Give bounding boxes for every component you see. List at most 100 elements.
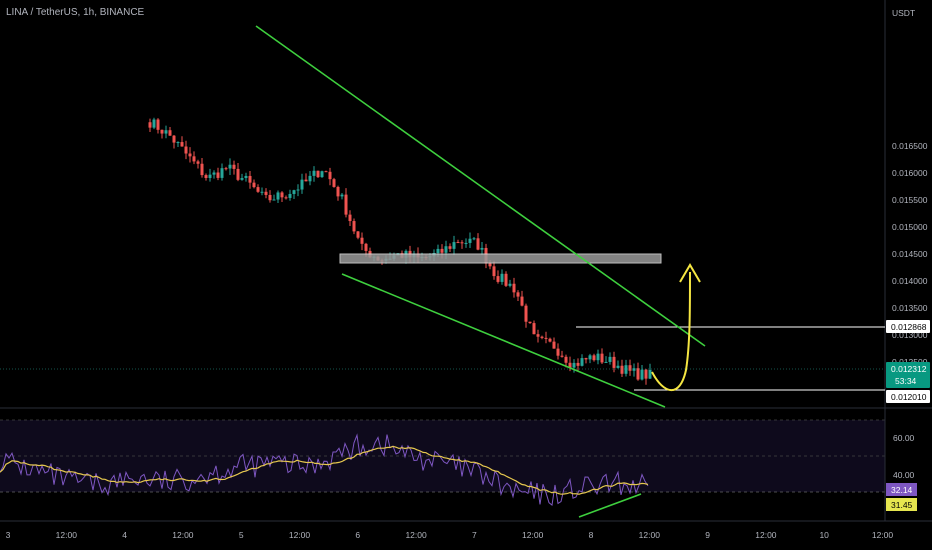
candle-body <box>504 273 508 286</box>
time-tick-label: 12:00 <box>56 530 78 540</box>
rsi-divergence-line <box>578 493 642 518</box>
candle-body <box>200 163 204 176</box>
rsi-tick-60: 60.00 <box>893 433 915 443</box>
resistance-price-text: 0.012868 <box>891 322 927 332</box>
candle-body <box>204 175 208 178</box>
candle-body <box>572 362 576 368</box>
candle-body <box>532 323 536 335</box>
rsi-value-tag: 32.14 <box>886 483 917 496</box>
time-tick-label: 12:00 <box>522 530 544 540</box>
candle-body <box>608 356 612 362</box>
candle-body <box>520 296 524 306</box>
candle-body <box>168 130 172 136</box>
candle-body <box>316 170 320 178</box>
candle-body <box>592 355 596 361</box>
candle-body <box>224 168 228 170</box>
candle-body <box>268 194 272 201</box>
candle-body <box>564 356 568 363</box>
rsi-value-text: 32.14 <box>891 485 913 495</box>
candle-body <box>576 362 580 366</box>
candle-body <box>280 192 284 198</box>
candle-body <box>644 369 648 379</box>
candle-body <box>436 248 440 254</box>
candle-body <box>332 179 336 187</box>
candle-body <box>500 273 504 282</box>
candle-body <box>232 164 236 169</box>
candle-body <box>480 247 484 250</box>
support-price-tag: 0.012010 <box>886 390 930 403</box>
candle-body <box>516 292 520 297</box>
time-tick-label: 12:00 <box>639 530 661 540</box>
price-tick-label: 0.015000 <box>892 222 928 232</box>
candle-body <box>460 242 464 244</box>
current-price-tag: 0.012312 53:34 <box>886 362 930 388</box>
candle-body <box>476 238 480 250</box>
candle-body <box>216 172 220 178</box>
time-tick-label: 12:00 <box>172 530 194 540</box>
time-tick-label: 5 <box>239 530 244 540</box>
candle-body <box>556 348 560 356</box>
candle-body <box>248 175 252 183</box>
candle-body <box>584 358 588 360</box>
candle-body <box>452 242 456 249</box>
candle-body <box>176 142 180 144</box>
candle-body <box>612 356 616 368</box>
candle-body <box>208 174 212 178</box>
candle-body <box>284 197 288 199</box>
time-tick-label: 10 <box>819 530 829 540</box>
price-axis: 0.016500 0.016000 0.015500 0.015000 0.014500… <box>892 141 928 367</box>
candle-body <box>304 179 308 182</box>
candle-body <box>220 168 224 178</box>
current-price-text: 0.012312 <box>891 364 927 374</box>
candle-body <box>240 178 244 180</box>
price-tick-label: 0.013000 <box>892 330 928 340</box>
time-axis: 3 12:00 4 12:00 5 12:00 6 12:00 7 12:00 8 12:00 9 12:… <box>6 530 894 540</box>
candle-body <box>464 242 468 244</box>
candle-body <box>276 192 280 200</box>
candle-body <box>196 161 200 164</box>
candle-body <box>336 186 340 197</box>
resistance-price-tag: 0.012868 <box>886 320 930 333</box>
time-tick-label: 7 <box>472 530 477 540</box>
candle-body <box>636 368 640 380</box>
candle-body <box>364 243 368 251</box>
reversal-arrow <box>651 271 691 391</box>
candle-body <box>568 362 572 368</box>
time-tick-label: 4 <box>122 530 127 540</box>
candle-body <box>600 353 604 363</box>
candle-body <box>348 214 352 222</box>
candle-body <box>328 171 332 180</box>
candle-body <box>616 365 620 368</box>
candle-body <box>188 153 192 157</box>
candle-body <box>300 179 304 190</box>
time-tick-label: 12:00 <box>405 530 427 540</box>
candle-body <box>456 242 460 244</box>
channel-lower-trendline <box>341 273 666 408</box>
rsi-line <box>0 433 649 507</box>
price-tick-label: 0.015500 <box>892 195 928 205</box>
candle-body <box>252 182 256 188</box>
price-tick-label: 0.016000 <box>892 168 928 178</box>
candle-body <box>324 171 328 173</box>
candle-body <box>596 353 600 361</box>
candle-body <box>340 194 344 197</box>
candle-body <box>620 365 624 374</box>
candle-body <box>632 368 636 371</box>
candle-body <box>492 266 496 277</box>
candle-body <box>320 171 324 178</box>
candle-body <box>156 119 160 130</box>
candle-body <box>512 283 516 293</box>
price-tick-label: 0.016500 <box>892 141 928 151</box>
candle-body <box>356 231 360 238</box>
candle-body <box>628 365 632 371</box>
candle-body <box>164 130 168 134</box>
candle-body <box>344 194 348 215</box>
candle-body <box>536 334 540 337</box>
time-tick-label: 8 <box>589 530 594 540</box>
candle-body <box>488 263 492 267</box>
currency-label: USDT <box>892 8 915 18</box>
time-tick-label: 3 <box>6 530 11 540</box>
candle-body <box>264 191 268 195</box>
time-tick-label: 9 <box>705 530 710 540</box>
